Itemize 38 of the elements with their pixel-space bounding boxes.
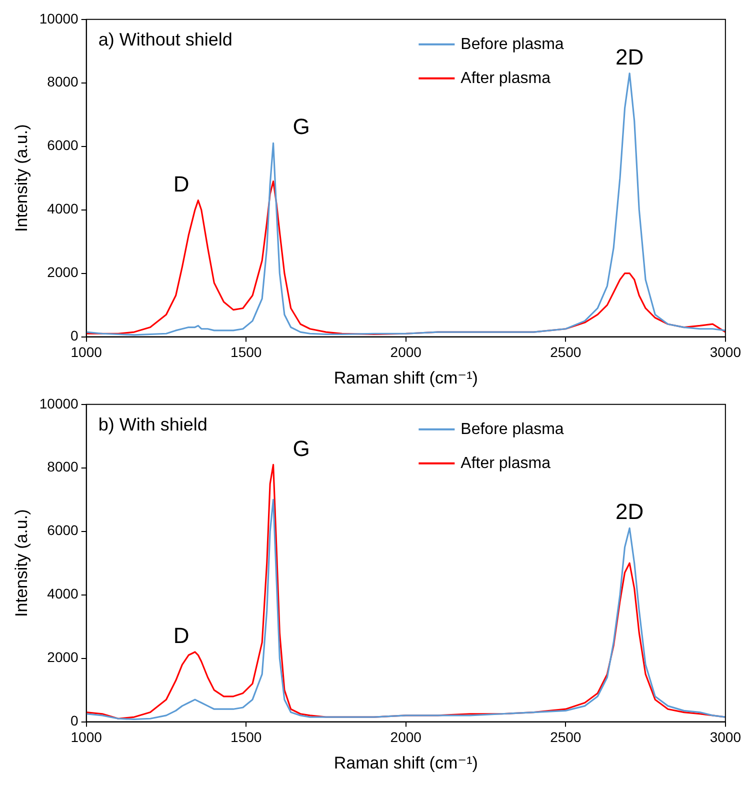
- annotation: G: [292, 114, 310, 140]
- y-tick-label: 8000: [47, 458, 79, 475]
- x-tick-label: 2000: [390, 729, 422, 746]
- x-tick-label: 1000: [70, 729, 102, 746]
- annotation: 2D: [616, 499, 644, 524]
- annotation: G: [292, 436, 310, 461]
- y-tick-label: 4000: [47, 586, 79, 602]
- y-tick-label: 10000: [39, 10, 79, 26]
- x-tick-label: 3000: [710, 344, 742, 360]
- annotation: 2D: [616, 44, 644, 70]
- x-tick-label: 1500: [230, 344, 262, 360]
- legend-label: After plasma: [460, 454, 551, 472]
- y-axis-title: Intensity (a.u.): [12, 124, 31, 232]
- y-tick-label: 0: [70, 328, 79, 344]
- x-tick-label: 2500: [550, 729, 582, 746]
- annotation: D: [173, 623, 190, 648]
- x-tick-label: 2000: [390, 344, 422, 360]
- x-tick-label: 2500: [550, 344, 582, 360]
- y-tick-label: 10000: [39, 395, 79, 412]
- legend-label: Before plasma: [460, 420, 564, 438]
- y-tick-label: 2000: [47, 649, 79, 666]
- y-tick-label: 6000: [47, 522, 79, 538]
- y-axis-title: Intensity (a.u.): [12, 509, 31, 617]
- legend-label: Before plasma: [460, 36, 564, 53]
- legend-label: After plasma: [460, 70, 551, 87]
- y-tick-label: 2000: [47, 264, 79, 280]
- x-axis-title: Raman shift (cm⁻¹): [334, 368, 478, 388]
- y-tick-label: 6000: [47, 137, 79, 154]
- x-axis-title: Raman shift (cm⁻¹): [334, 753, 478, 772]
- annotation: D: [173, 171, 190, 196]
- x-tick-label: 1000: [70, 344, 102, 360]
- y-tick-label: 8000: [47, 74, 79, 90]
- text: a) Without shield: [98, 29, 232, 50]
- y-tick-label: 0: [70, 712, 79, 729]
- text: b) With shield: [98, 414, 208, 434]
- x-tick-label: 1500: [230, 729, 262, 746]
- x-tick-label: 3000: [710, 729, 742, 746]
- y-tick-label: 4000: [47, 200, 79, 217]
